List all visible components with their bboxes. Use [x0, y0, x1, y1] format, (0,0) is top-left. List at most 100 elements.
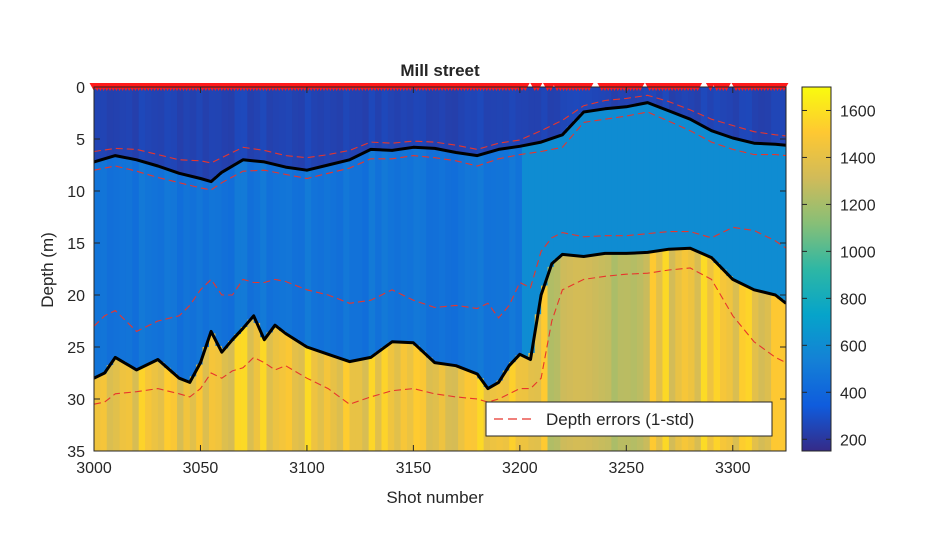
heat-cell [202, 347, 210, 451]
heat-cell [598, 87, 606, 110]
heat-cell [528, 87, 536, 144]
heat-cell [394, 87, 402, 150]
heat-cell [553, 136, 561, 260]
heat-cell [426, 357, 434, 451]
heat-cell [228, 87, 236, 167]
heat-cell [732, 87, 740, 139]
heat-cell [208, 333, 216, 451]
heat-cell [630, 87, 638, 106]
heat-cell [177, 173, 185, 379]
heat-cell [758, 87, 766, 144]
heat-cell [157, 362, 165, 451]
heat-cell [745, 87, 753, 142]
heat-cell [726, 276, 734, 451]
heat-cell [566, 87, 574, 127]
heat-cell [649, 87, 657, 105]
heat-cell [228, 340, 236, 451]
heat-cell [783, 87, 786, 146]
heat-cell [132, 87, 140, 160]
heat-cell [260, 161, 268, 338]
heat-cell [164, 169, 172, 368]
heat-cell [624, 253, 632, 451]
heat-cell [688, 248, 696, 451]
heat-cell [381, 87, 389, 151]
heat-cell [138, 367, 146, 451]
heat-cell [681, 248, 689, 451]
heat-cell [336, 87, 344, 163]
plot-frame [93, 86, 787, 452]
heat-cell [573, 119, 581, 256]
heat-cell [260, 337, 268, 451]
heat-cell [751, 143, 759, 291]
heat-cell [164, 367, 172, 451]
heat-cell [196, 364, 204, 451]
colorbar-tick-label: 800 [840, 291, 867, 308]
heat-cell [490, 150, 498, 386]
heat-cell [547, 266, 555, 451]
heat-cell [215, 175, 223, 346]
heat-cell [688, 119, 696, 249]
heat-cell [758, 291, 766, 451]
heat-cell [285, 167, 293, 336]
heat-cell [221, 87, 229, 171]
heat-cell [298, 169, 306, 344]
heat-cell [566, 126, 574, 256]
heat-cell [585, 255, 593, 451]
heat-cell [336, 162, 344, 359]
heat-cell [406, 342, 414, 451]
heat-cell [426, 148, 434, 358]
heat-cell [323, 353, 331, 451]
colorbar-tick-label: 400 [840, 385, 867, 402]
interface-1-line [94, 101, 786, 184]
heat-cell [394, 149, 402, 343]
heat-cell [240, 159, 248, 328]
heat-cell [138, 161, 146, 368]
heat-cell [656, 87, 664, 108]
interface-1-upper-error-line [94, 94, 786, 164]
heat-cell [100, 373, 108, 451]
heat-cell [247, 319, 255, 451]
heat-cell [662, 109, 670, 250]
heat-cell [266, 163, 274, 333]
heat-cell [311, 349, 319, 451]
heat-cell [113, 87, 121, 156]
heat-cell [247, 160, 255, 320]
heat-cell [298, 343, 306, 451]
heat-cell [247, 87, 255, 161]
heat-cell [400, 87, 408, 149]
heat-cell [464, 370, 472, 451]
heat-cell [292, 168, 300, 340]
heat-cell [375, 351, 383, 451]
heat-cell [438, 87, 446, 150]
y-axis: 0 5 10 15 20 25 30 35 [67, 80, 786, 461]
heat-cell [228, 166, 236, 341]
heat-cell [675, 114, 683, 249]
heat-cell [751, 87, 759, 144]
heat-cell [739, 140, 747, 285]
interface-lines [94, 101, 786, 391]
heat-cell [496, 87, 504, 150]
heat-cell [707, 257, 715, 451]
y-tick-label: 25 [67, 340, 85, 357]
heat-cell [560, 87, 568, 134]
heat-cell [483, 152, 491, 388]
heat-cell [694, 123, 702, 252]
heat-cell [605, 108, 613, 254]
heat-cell [145, 364, 153, 451]
heat-cell [668, 87, 676, 113]
chart-title: Mill street [400, 61, 480, 80]
heat-cell [355, 87, 363, 156]
legend: Depth errors (1-std) [485, 401, 773, 437]
heat-cell [189, 176, 197, 377]
heat-cell [145, 163, 153, 365]
heat-cell [375, 87, 383, 150]
heat-cell [330, 87, 338, 164]
heat-cell [707, 87, 715, 131]
heat-cell [94, 160, 101, 377]
heat-cell [311, 168, 319, 350]
heat-cell [585, 87, 593, 112]
heat-cell [496, 149, 504, 381]
heat-cell [611, 87, 619, 108]
x-tick-label: 3150 [396, 460, 432, 477]
